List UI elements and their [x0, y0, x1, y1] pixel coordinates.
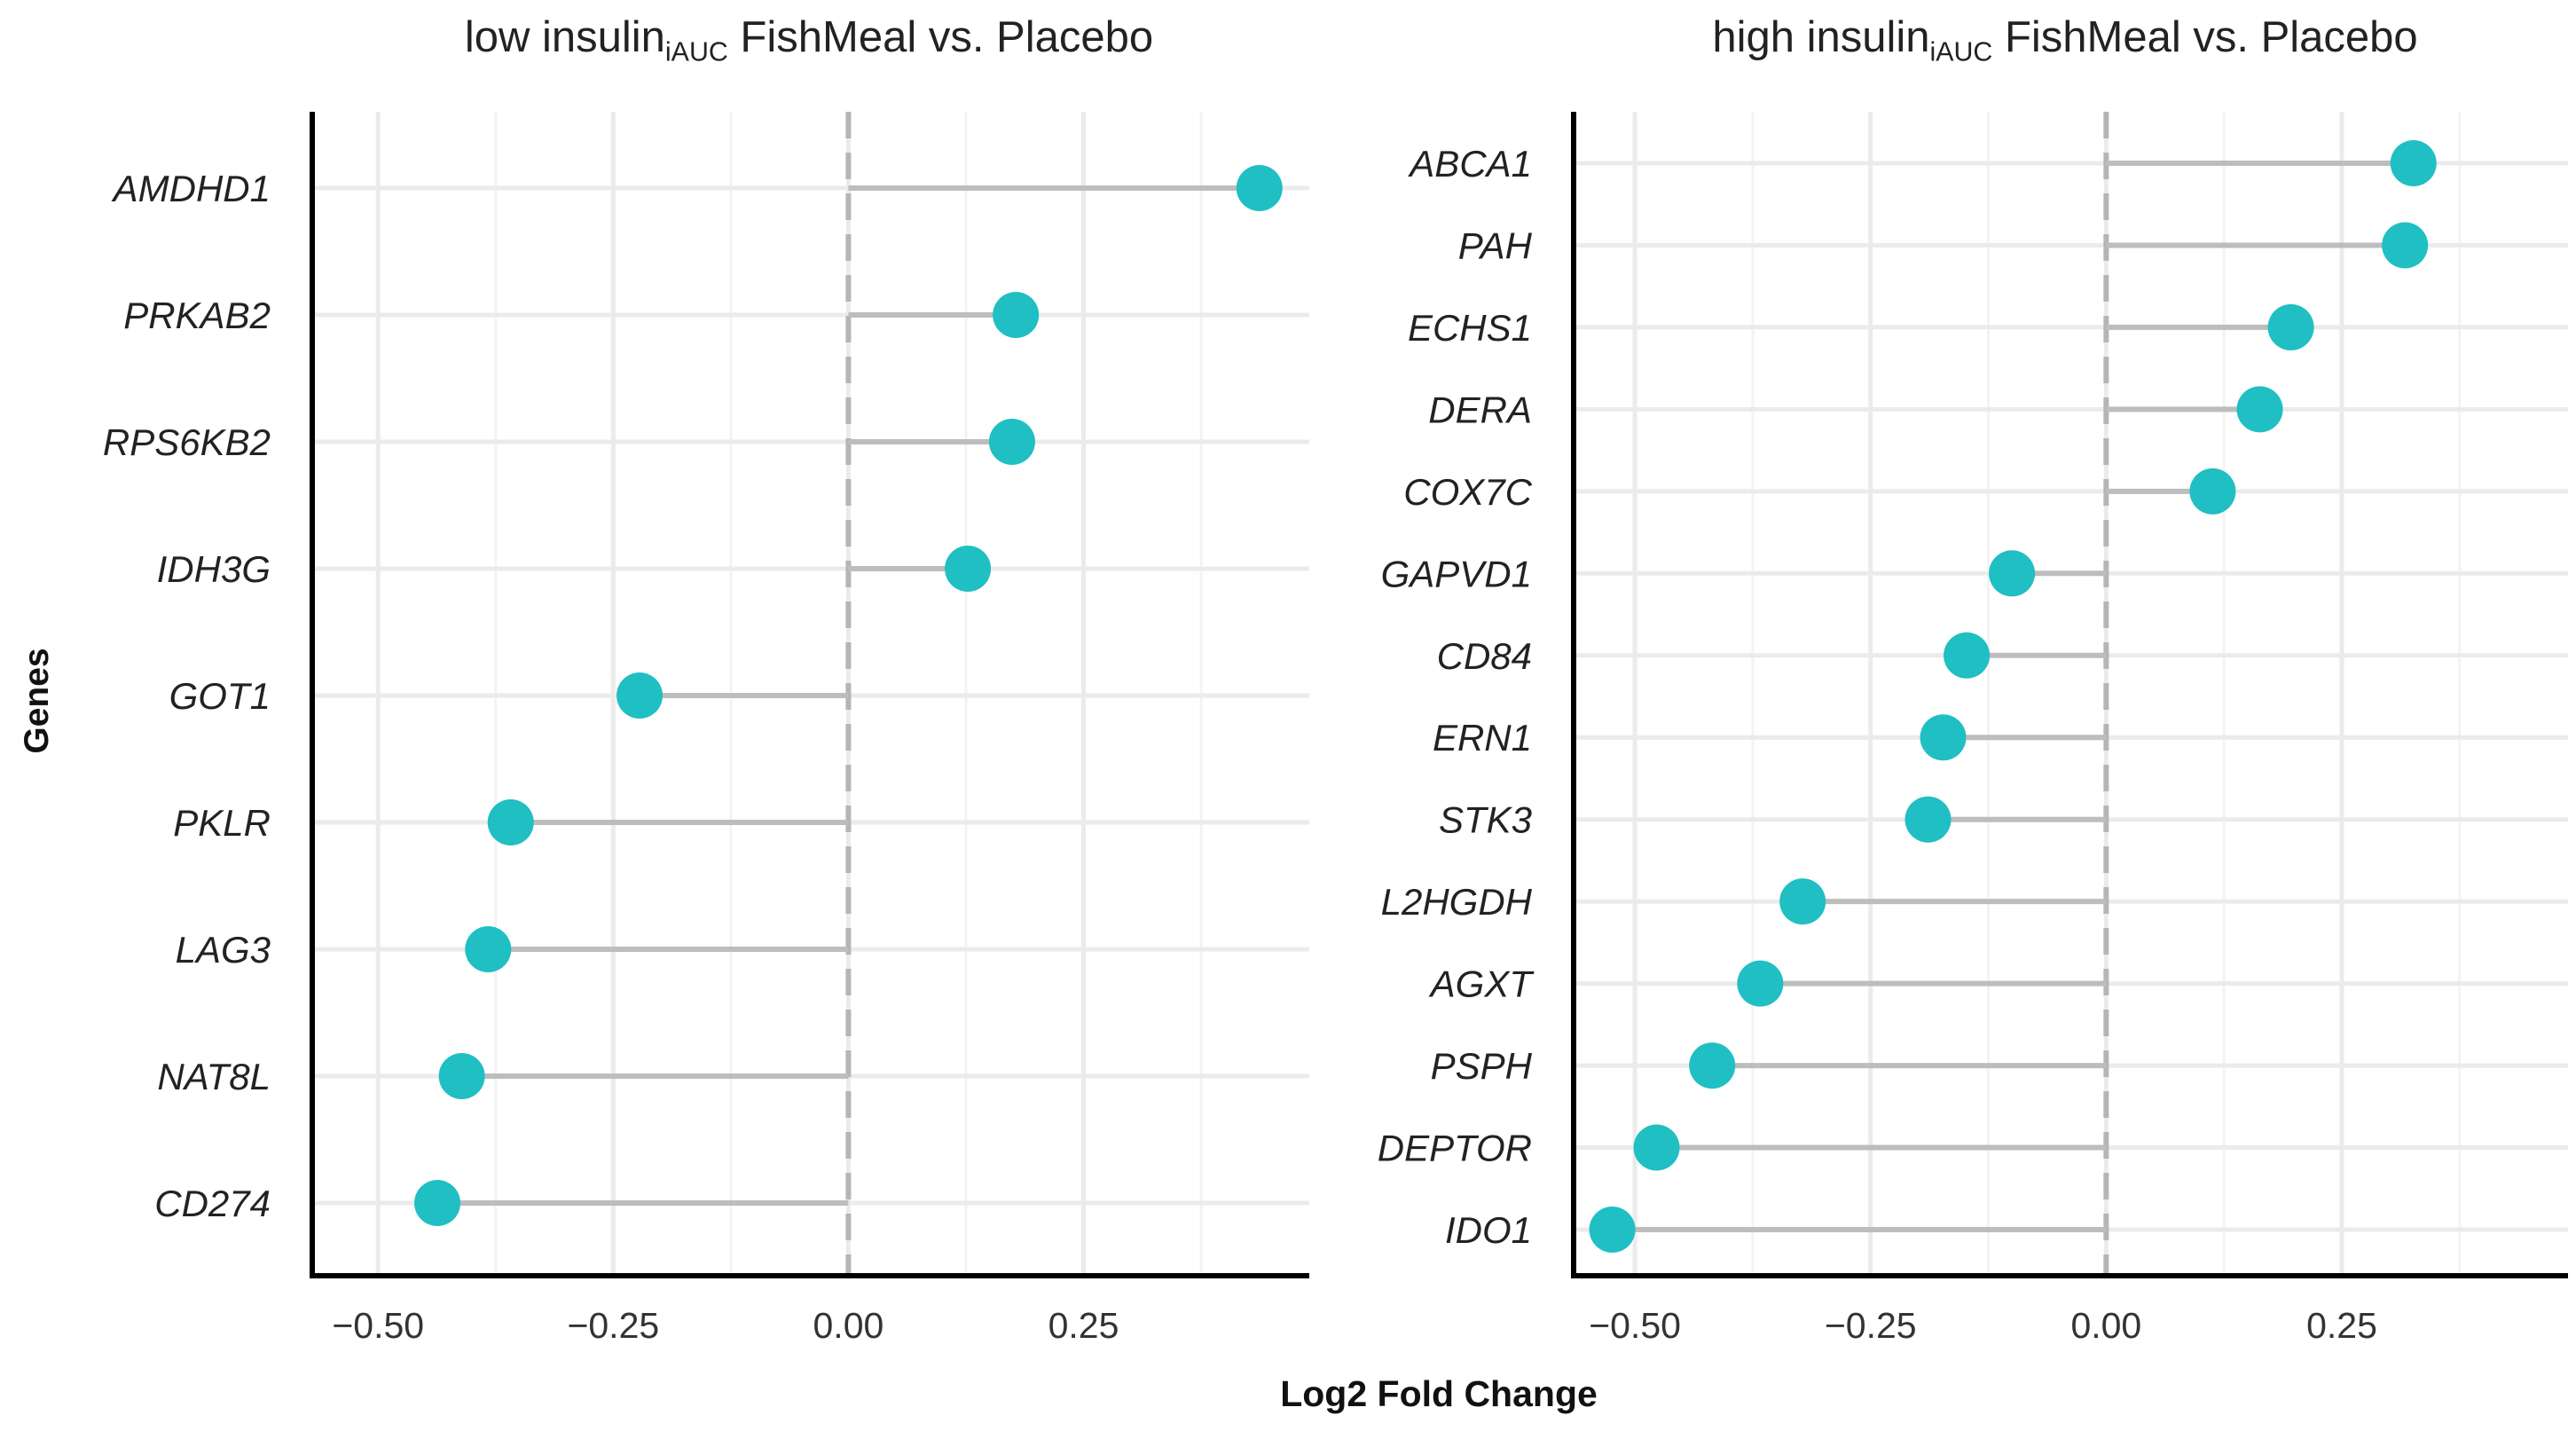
data-point [2267, 303, 2314, 350]
data-point [1905, 796, 1952, 843]
x-tick-label: 0.25 [2306, 1305, 2377, 1346]
gene-label: COX7C [1403, 471, 1532, 513]
gene-label: IDH3G [157, 548, 271, 590]
x-tick-label: −0.50 [332, 1305, 424, 1346]
data-point [465, 926, 512, 972]
x-tick-label: −0.25 [1825, 1305, 1917, 1346]
gene-label: IDO1 [1445, 1209, 1532, 1251]
data-point [438, 1053, 485, 1099]
data-point [2236, 386, 2283, 433]
y-axis-label: Genes [18, 648, 56, 754]
x-tick-label: 0.00 [2070, 1305, 2141, 1346]
data-point [1944, 632, 1991, 679]
gene-label: GAPVD1 [1381, 553, 1532, 594]
data-point [487, 799, 534, 845]
gene-label: L2HGDH [1381, 881, 1533, 923]
gene-label: RPS6KB2 [103, 421, 271, 463]
data-point [1689, 1042, 1736, 1089]
x-tick-label: 0.25 [1048, 1305, 1119, 1346]
data-point [988, 419, 1035, 465]
x-tick-label: −0.50 [1589, 1305, 1681, 1346]
data-point [945, 546, 992, 592]
gene-label: ERN1 [1433, 717, 1532, 759]
gene-label: AGXT [1428, 963, 1535, 1005]
panel-left-group: AMDHD1 PRKAB2 RPS6KB2 IDH3G GOT1 PKLR LAG3 NAT8… [103, 112, 1309, 1346]
x-tick-label: −0.25 [567, 1305, 659, 1346]
data-point [1989, 550, 2036, 597]
gene-label: STK3 [1439, 799, 1532, 841]
data-point [1779, 878, 1826, 925]
panel-right-title: high insuliniAUC FishMeal vs. Placebo [1712, 13, 2418, 67]
gene-label: PSPH [1431, 1045, 1533, 1087]
gene-label: GOT1 [169, 675, 271, 717]
gene-label: AMDHD1 [111, 168, 271, 209]
gene-label: DERA [1428, 389, 1532, 430]
gene-label: CD84 [1437, 635, 1532, 677]
gene-label: PAH [1458, 224, 1533, 266]
panel-left-title: low insuliniAUC FishMeal vs. Placebo [464, 13, 1154, 67]
data-point [1589, 1207, 1636, 1253]
gene-label: ECHS1 [1408, 307, 1532, 349]
data-point [2189, 468, 2236, 515]
data-point [414, 1180, 461, 1226]
data-point [2382, 222, 2429, 269]
data-point [1737, 960, 1784, 1007]
data-point [1236, 165, 1283, 211]
gene-label: DEPTOR [1378, 1128, 1532, 1169]
gene-label: NAT8L [157, 1056, 271, 1097]
data-point [1920, 714, 1967, 761]
gene-label: ABCA1 [1407, 143, 1532, 185]
data-point [993, 292, 1040, 338]
x-tick-label: 0.00 [813, 1305, 884, 1346]
data-point [1633, 1124, 1680, 1171]
panel-right-group: ABCA1 PAH ECHS1 DERA COX7C GAPVD1 CD84 ERN1 STK3… [1378, 112, 2568, 1346]
gene-label: PRKAB2 [123, 295, 271, 336]
gene-label: LAG3 [176, 929, 271, 971]
gene-label: CD274 [154, 1183, 271, 1224]
x-axis-label: Log2 Fold Change [1280, 1373, 1598, 1414]
data-point [617, 672, 664, 719]
data-point [2390, 140, 2437, 186]
gene-label: PKLR [173, 802, 271, 844]
